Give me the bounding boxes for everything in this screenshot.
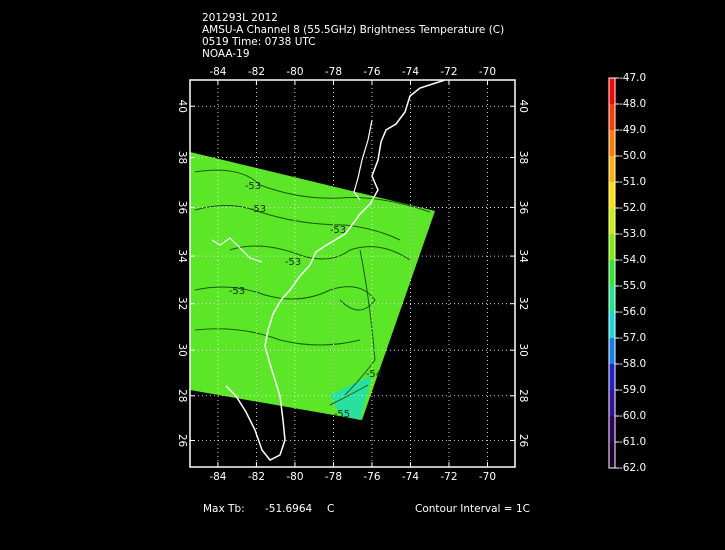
colorbar-label: -60.0 [619, 410, 646, 422]
colorbar-label: -57.0 [619, 332, 646, 344]
y-tick-label: 26 [517, 434, 529, 448]
x-tick-label: -70 [479, 66, 496, 78]
colorbar-label: -62.0 [619, 462, 646, 474]
x-tick-label: -84 [209, 471, 226, 483]
contour [329, 384, 369, 406]
colorbar-label: -61.0 [619, 436, 646, 448]
x-tick-label: -82 [248, 471, 265, 483]
y-tick-label: 36 [517, 201, 529, 215]
y-tick-label: 26 [176, 434, 188, 448]
contour-label: -54 [366, 369, 382, 380]
colorbar-label: -58.0 [619, 358, 646, 370]
footer-unit: C [327, 503, 334, 515]
colorbar-segment [609, 286, 615, 312]
y-tick-label: 30 [517, 343, 529, 356]
x-tick-label: -70 [479, 471, 496, 483]
y-tick-label: 38 [517, 151, 529, 164]
header-line: 0519 Time: 0738 UTC [202, 36, 316, 48]
x-tick-label: -74 [402, 66, 419, 78]
footer-value: -51.6964 [265, 503, 313, 515]
colorbar-frame [608, 77, 616, 469]
contour [194, 169, 431, 213]
x-tick-label: -80 [286, 471, 303, 483]
colorbar-segment [609, 312, 615, 338]
colorbar-segment [609, 78, 615, 104]
colorbar-segment [609, 260, 615, 286]
y-tick-label: 34 [176, 249, 188, 263]
header-line: NOAA-19 [202, 48, 250, 60]
colorbar-label: -54.0 [619, 254, 646, 266]
colorbar-segment [609, 234, 615, 260]
contour-label: -53 [229, 286, 245, 297]
y-tick-label: 34 [517, 249, 529, 263]
contour-label: -53 [250, 204, 266, 215]
contour [194, 204, 401, 241]
x-tick-label: -74 [402, 471, 419, 483]
x-tick-label: -82 [248, 66, 265, 78]
y-tick-label: 40 [176, 100, 188, 113]
contour-label: -53 [245, 181, 261, 192]
y-tick-label: 36 [176, 201, 188, 215]
colorbar-segment [609, 364, 615, 390]
contour-label: -55 [334, 409, 350, 420]
contour [229, 245, 411, 261]
chesapeake [353, 119, 373, 201]
colorbar-label: -55.0 [619, 280, 646, 292]
header-line: 201293L 2012 [202, 12, 278, 24]
colorbar-label: -50.0 [619, 150, 646, 162]
colorbar-segment [609, 390, 615, 416]
x-tick-label: -72 [440, 471, 457, 483]
contour-label: -53 [330, 225, 346, 236]
colorbar-segment [609, 208, 615, 234]
header-line: AMSU-A Channel 8 (55.5GHz) Brightness Te… [202, 24, 504, 36]
colorbar-segment [609, 130, 615, 156]
colorbar-segment [609, 182, 615, 208]
x-tick-label: -84 [209, 66, 226, 78]
colorbar-label: -51.0 [619, 176, 646, 188]
colorbar-segment [609, 416, 615, 442]
contour [194, 328, 361, 346]
colorbar-label: -56.0 [619, 306, 646, 318]
y-tick-label: 32 [517, 297, 529, 310]
y-tick-label: 38 [176, 151, 188, 164]
x-tick-label: -78 [325, 471, 342, 483]
colorbar-segment [609, 156, 615, 182]
y-tick-label: 40 [517, 100, 529, 113]
coastline [225, 79, 446, 461]
colorbar-label: -47.0 [619, 72, 646, 84]
colorbar-label: -48.0 [619, 98, 646, 110]
y-tick-label: 30 [176, 343, 188, 356]
x-tick-label: -76 [363, 66, 380, 78]
x-tick-label: -80 [286, 66, 303, 78]
footer-interval: Contour Interval = 1C [415, 503, 530, 515]
colorbar-label: -53.0 [619, 228, 646, 240]
map-frame [189, 79, 516, 468]
lakes [211, 237, 263, 263]
map [190, 79, 446, 461]
colorbar-label: -59.0 [619, 384, 646, 396]
contour [344, 249, 376, 396]
colorbar-segment [609, 442, 615, 468]
swath-cold [330, 375, 372, 420]
y-tick-label: 32 [176, 297, 188, 310]
swath [190, 152, 435, 420]
colorbar-segment [609, 338, 615, 364]
colorbar-segment [609, 104, 615, 130]
y-tick-label: 28 [517, 389, 529, 402]
colorbar-label: -52.0 [619, 202, 646, 214]
footer-label: Max Tb: [203, 503, 245, 515]
colorbar-label: -49.0 [619, 124, 646, 136]
contour-label: -53 [285, 257, 301, 268]
contours [194, 169, 431, 406]
contour [194, 286, 376, 311]
y-tick-label: 28 [176, 389, 188, 402]
x-tick-label: -76 [363, 471, 380, 483]
x-tick-label: -72 [440, 66, 457, 78]
x-tick-label: -78 [325, 66, 342, 78]
